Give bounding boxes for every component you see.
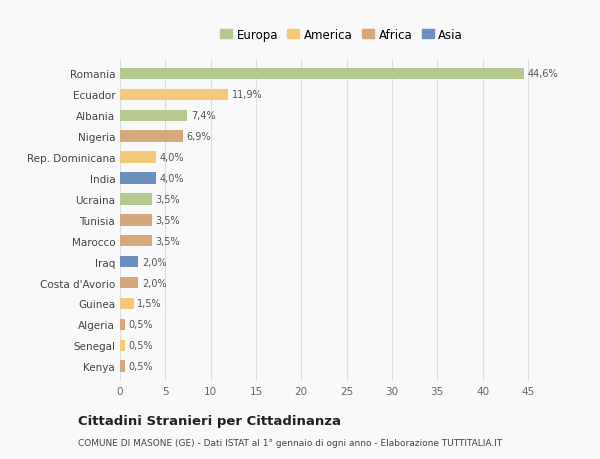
Text: 11,9%: 11,9% <box>232 90 262 100</box>
Text: 7,4%: 7,4% <box>191 111 215 121</box>
Text: 6,9%: 6,9% <box>186 132 211 142</box>
Text: 0,5%: 0,5% <box>128 319 153 330</box>
Bar <box>120 277 138 289</box>
Bar <box>120 173 156 185</box>
Text: 4,0%: 4,0% <box>160 174 184 184</box>
Bar <box>120 90 228 101</box>
Bar <box>120 110 187 122</box>
Text: 1,5%: 1,5% <box>137 299 162 309</box>
Text: 44,6%: 44,6% <box>528 69 559 79</box>
Text: 0,5%: 0,5% <box>128 361 153 371</box>
Bar <box>120 361 125 372</box>
Text: 3,5%: 3,5% <box>155 215 180 225</box>
Bar <box>120 256 138 268</box>
Bar <box>120 214 152 226</box>
Bar <box>120 340 125 351</box>
Text: 3,5%: 3,5% <box>155 195 180 204</box>
Bar <box>120 131 182 143</box>
Bar <box>120 152 156 163</box>
Bar <box>120 235 152 247</box>
Text: 0,5%: 0,5% <box>128 341 153 351</box>
Text: 2,0%: 2,0% <box>142 257 166 267</box>
Text: Cittadini Stranieri per Cittadinanza: Cittadini Stranieri per Cittadinanza <box>78 414 341 428</box>
Text: 3,5%: 3,5% <box>155 236 180 246</box>
Bar <box>120 319 125 330</box>
Bar <box>120 194 152 205</box>
Text: 2,0%: 2,0% <box>142 278 166 288</box>
Text: 4,0%: 4,0% <box>160 153 184 163</box>
Bar <box>120 68 524 80</box>
Text: COMUNE DI MASONE (GE) - Dati ISTAT al 1° gennaio di ogni anno - Elaborazione TUT: COMUNE DI MASONE (GE) - Dati ISTAT al 1°… <box>78 438 502 447</box>
Legend: Europa, America, Africa, Asia: Europa, America, Africa, Asia <box>215 24 468 46</box>
Bar <box>120 298 134 309</box>
